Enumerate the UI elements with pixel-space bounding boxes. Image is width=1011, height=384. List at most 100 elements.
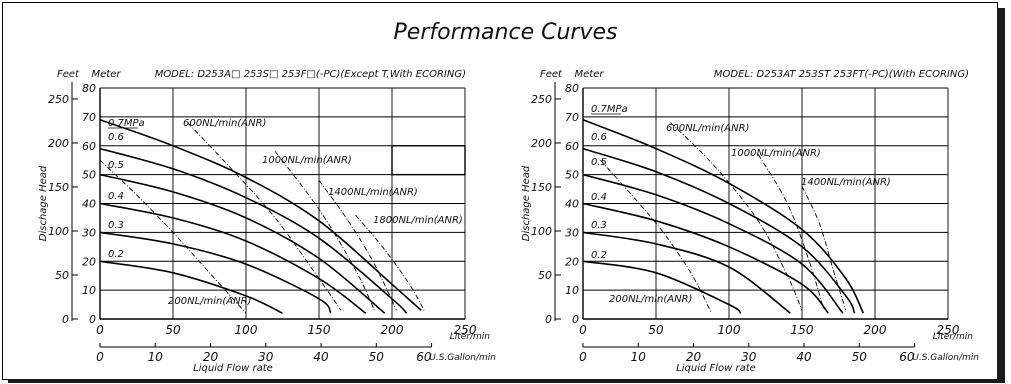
feet-unit-label: Feet: [57, 69, 80, 80]
x-tick-label: 250: [454, 323, 477, 337]
gallon-unit-label: U.S.Gallon/min: [912, 353, 979, 363]
feet-tick-label: 100: [48, 225, 69, 238]
meter-tick-label: 50: [82, 169, 96, 182]
air-consumption-curve: [670, 122, 803, 311]
feet-tick-label: 150: [48, 181, 69, 194]
meter-tick-label: 0: [572, 313, 579, 326]
meter-unit-label: Meter: [575, 69, 605, 80]
pressure-curve: [99, 202, 367, 314]
pressure-label: 0.5: [108, 160, 124, 171]
gallon-tick-label: 20: [203, 350, 219, 364]
x-tick-label: 250: [937, 323, 960, 337]
inset-box: [391, 145, 466, 176]
pressure-curve: [99, 173, 386, 314]
air-consumption-curve: [274, 151, 375, 311]
pressure-label: 0.4: [108, 191, 124, 202]
meter-tick-label: 40: [565, 198, 579, 211]
x-unit-label: Liter/min: [450, 332, 491, 342]
air-label: 1000NL/min(ANR): [731, 148, 821, 159]
air-consumption-curve: [600, 159, 712, 314]
air-label: 600NL/min(ANR): [666, 123, 749, 134]
model-label: MODEL: D253A□ 253S□ 253F□(-PC)(Except T,…: [155, 69, 466, 80]
x-tick-label: 50: [165, 323, 181, 337]
air-label: 200NL/min(ANR): [168, 296, 251, 307]
meter-tick-label: 60: [82, 140, 96, 153]
gallon-tick-label: 60: [899, 350, 915, 364]
frame-shadow-right: [997, 8, 1005, 382]
gallon-tick-label: 10: [631, 350, 647, 364]
x-tick-label: 0: [96, 323, 104, 337]
meter-tick-label: 20: [565, 255, 579, 268]
air-label: 1800NL/min(ANR): [373, 215, 463, 226]
air-label: 200NL/min(ANR): [609, 294, 692, 305]
air-label: 600NL/min(ANR): [183, 118, 266, 129]
pressure-curve: [99, 231, 332, 314]
air-consumption-curve: [355, 214, 425, 311]
pressure-curve: [582, 202, 829, 314]
meter-tick-label: 10: [82, 284, 96, 297]
meter-tick-label: 10: [565, 284, 579, 297]
x-tick-label: 200: [864, 323, 887, 337]
gallon-tick-label: 10: [148, 350, 164, 364]
frame-shadow-bottom: [8, 379, 1005, 383]
pressure-curve: [582, 231, 791, 314]
gallon-tick-label: 0: [579, 350, 587, 364]
pressure-curve: [582, 119, 865, 314]
x-axis-title: Liquid Flow rate: [676, 363, 756, 374]
x-unit-label: Liter/min: [933, 332, 974, 342]
x-tick-label: 150: [308, 323, 331, 337]
pressure-curve: [99, 119, 422, 311]
pressure-label: 0.3: [108, 220, 124, 231]
meter-tick-label: 80: [82, 82, 96, 95]
air-label: 1400NL/min(ANR): [801, 177, 891, 188]
pressure-curve: [582, 173, 844, 314]
air-consumption-curve: [318, 180, 397, 311]
feet-tick-label: 0: [62, 313, 69, 326]
x-tick-label: 50: [648, 323, 664, 337]
meter-tick-label: 70: [565, 111, 579, 124]
meter-unit-label: Meter: [92, 69, 122, 80]
gallon-tick-label: 30: [258, 350, 274, 364]
meter-tick-label: 50: [565, 169, 579, 182]
figure-title: Performance Curves: [393, 20, 618, 45]
meter-tick-label: 60: [565, 140, 579, 153]
x-tick-label: 100: [235, 323, 258, 337]
feet-tick-label: 250: [531, 93, 552, 106]
x-tick-label: 150: [791, 323, 814, 337]
gallon-tick-label: 60: [416, 350, 432, 364]
feet-tick-label: 0: [545, 313, 552, 326]
gallon-tick-label: 50: [369, 350, 385, 364]
meter-tick-label: 0: [89, 313, 96, 326]
feet-tick-label: 100: [531, 225, 552, 238]
gallon-unit-label: U.S.Gallon/min: [429, 353, 496, 363]
gallon-tick-label: 0: [96, 350, 104, 364]
feet-unit-label: Feet: [540, 69, 563, 80]
feet-tick-label: 200: [531, 137, 552, 150]
air-consumption-curve: [757, 154, 825, 311]
air-label: 1400NL/min(ANR): [328, 187, 418, 198]
gallon-tick-label: 40: [313, 350, 329, 364]
pressure-label: 0.5: [591, 157, 607, 168]
pressure-label: 0.7MPa: [108, 118, 145, 129]
feet-tick-label: 150: [531, 181, 552, 194]
air-consumption-curve: [801, 186, 847, 311]
pressure-label: 0.2: [108, 249, 124, 260]
x-tick-label: 200: [381, 323, 404, 337]
pressure-label: 0.7MPa: [591, 104, 628, 115]
x-tick-label: 0: [579, 323, 587, 337]
feet-tick-label: 200: [48, 137, 69, 150]
pressure-curve: [99, 260, 283, 314]
meter-tick-label: 70: [82, 111, 96, 124]
air-consumption-curve: [187, 122, 342, 311]
meter-tick-label: 30: [82, 226, 96, 239]
feet-tick-label: 250: [48, 93, 69, 106]
pressure-curve: [99, 147, 408, 314]
x-axis-title: Liquid Flow rate: [193, 363, 273, 374]
meter-tick-label: 80: [565, 82, 579, 95]
pressure-label: 0.6: [591, 132, 607, 143]
air-consumption-curve: [99, 159, 247, 314]
y-axis-title: Dischage Head: [521, 165, 532, 241]
pressure-curve: [582, 147, 856, 314]
